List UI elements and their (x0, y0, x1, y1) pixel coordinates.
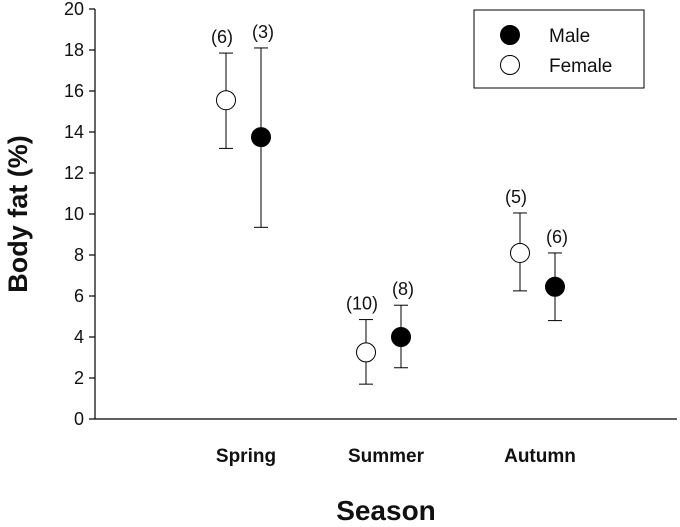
sample-size-label: (3) (252, 22, 274, 42)
sample-size-label: (5) (505, 187, 527, 207)
sample-size-label: (10) (346, 294, 378, 314)
y-tick-label: 8 (74, 245, 84, 265)
x-axis-title: Season (336, 495, 436, 526)
male-point (391, 327, 411, 347)
category-label: Summer (348, 446, 425, 467)
category-label: Spring (216, 446, 276, 467)
y-tick-label: 4 (74, 327, 84, 347)
y-tick-label: 6 (74, 286, 84, 306)
sample-size-label: (6) (546, 227, 568, 247)
y-tick-label: 20 (64, 0, 84, 19)
legend-marker-female (500, 55, 520, 75)
legend-marker-male (500, 25, 520, 45)
legend-box (473, 9, 645, 89)
y-tick-label: 16 (64, 81, 84, 101)
y-tick-label: 14 (64, 122, 84, 142)
y-ticks: 0 2 4 6 8 10 12 14 16 18 20 (64, 0, 95, 429)
y-tick-label: 10 (64, 204, 84, 224)
male-point (545, 276, 565, 297)
legend-label-male: Male (549, 26, 590, 47)
y-tick-label: 0 (74, 409, 84, 429)
data-marks: Spring Summer Autumn (6) (10) (5) (3) (8) (6) (211, 22, 576, 467)
category-label: Autumn (504, 446, 576, 467)
sample-size-label: (8) (392, 279, 414, 299)
sample-size-label: (6) (211, 27, 233, 47)
female-point (510, 242, 530, 263)
legend: Male Female (473, 9, 645, 89)
male-point (251, 127, 271, 148)
legend-label-female: Female (549, 56, 612, 77)
y-tick-label: 18 (64, 40, 84, 60)
female-point (216, 90, 236, 111)
y-tick-label: 12 (64, 163, 84, 183)
y-tick-label: 2 (74, 368, 84, 388)
female-point (356, 342, 376, 363)
y-axis-title: Body fat (%) (3, 135, 33, 293)
